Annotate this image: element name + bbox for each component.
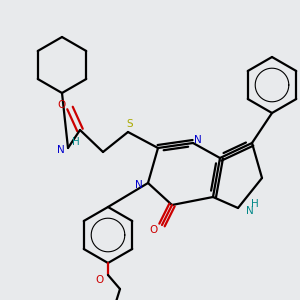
Text: N: N xyxy=(246,206,254,216)
Text: O: O xyxy=(58,100,66,110)
Text: O: O xyxy=(150,225,158,235)
Text: N: N xyxy=(135,180,143,190)
Text: N: N xyxy=(57,145,65,155)
Text: O: O xyxy=(96,275,104,285)
Text: N: N xyxy=(194,135,202,145)
Text: H: H xyxy=(72,137,80,147)
Text: H: H xyxy=(251,199,259,209)
Text: S: S xyxy=(127,119,133,129)
